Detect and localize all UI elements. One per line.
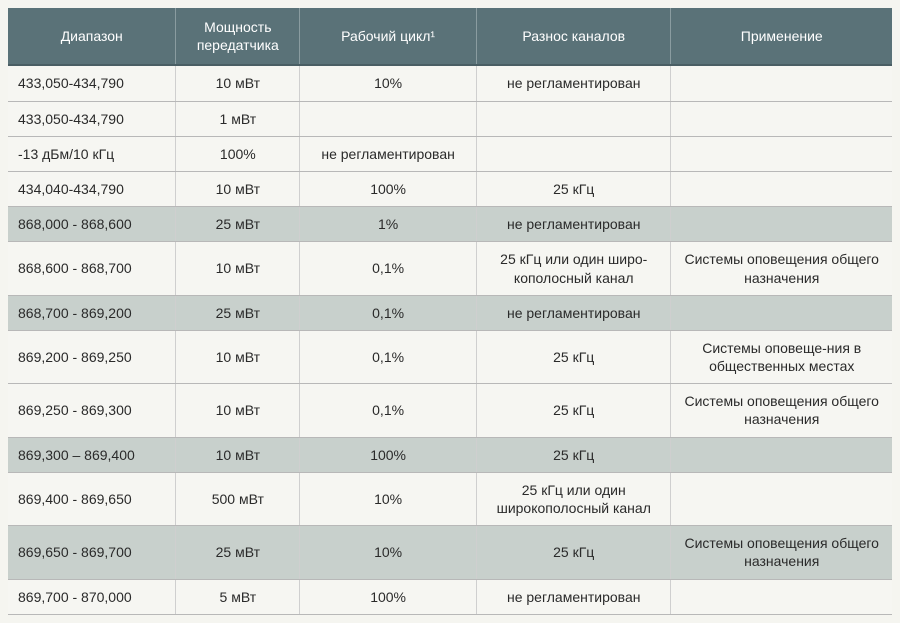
frequency-table: Диапазон Мощность передатчика Рабочий ци… (8, 8, 892, 615)
table-cell: -13 дБм/10 кГц (8, 136, 176, 171)
table-cell: 25 кГц (477, 330, 671, 383)
table-cell: Системы оповещения общего назначения (671, 384, 892, 437)
table-row: 869,400 - 869,650500 мВт10%25 кГц или од… (8, 472, 892, 525)
table-cell: 10 мВт (176, 65, 300, 101)
col-duty-cycle: Рабочий цикл¹ (300, 8, 477, 65)
table-cell: 433,050-434,790 (8, 101, 176, 136)
col-range: Диапазон (8, 8, 176, 65)
table-cell: 0,1% (300, 384, 477, 437)
table-cell: 0,1% (300, 330, 477, 383)
table-cell: Системы оповещения общего назначения (671, 526, 892, 579)
table-cell (477, 101, 671, 136)
table-row: 869,650 - 869,70025 мВт10%25 кГцСистемы … (8, 526, 892, 579)
table-cell: 434,040-434,790 (8, 171, 176, 206)
table-cell: 869,250 - 869,300 (8, 384, 176, 437)
table-cell: 1 мВт (176, 101, 300, 136)
table-cell: 100% (176, 136, 300, 171)
table-header: Диапазон Мощность передатчика Рабочий ци… (8, 8, 892, 65)
table-cell: 25 кГц (477, 526, 671, 579)
table-row: 869,700 - 870,0005 мВт100%не регламентир… (8, 579, 892, 614)
table-cell: 10% (300, 472, 477, 525)
table-cell: 869,200 - 869,250 (8, 330, 176, 383)
table-cell: 10% (300, 65, 477, 101)
table-row: 433,050-434,7901 мВт (8, 101, 892, 136)
table-cell: 100% (300, 171, 477, 206)
col-application: Применение (671, 8, 892, 65)
table-cell: 868,000 - 868,600 (8, 207, 176, 242)
table-cell: не регламентирован (477, 579, 671, 614)
table-cell (671, 207, 892, 242)
table-cell: 869,700 - 870,000 (8, 579, 176, 614)
table-cell: 25 кГц или один широ-кополосный канал (477, 242, 671, 295)
table-row: -13 дБм/10 кГц100%не регламентирован (8, 136, 892, 171)
col-power: Мощность передатчика (176, 8, 300, 65)
table-body: 433,050-434,79010 мВт10%не регламентиров… (8, 65, 892, 614)
table-row: 869,250 - 869,30010 мВт0,1%25 кГцСистемы… (8, 384, 892, 437)
table-cell: 869,650 - 869,700 (8, 526, 176, 579)
table-cell (671, 437, 892, 472)
table-cell: 25 мВт (176, 295, 300, 330)
table-cell: 5 мВт (176, 579, 300, 614)
table-row: 434,040-434,79010 мВт100%25 кГц (8, 171, 892, 206)
col-spacing: Разнос каналов (477, 8, 671, 65)
table-row: 433,050-434,79010 мВт10%не регламентиров… (8, 65, 892, 101)
table-row: 869,200 - 869,25010 мВт0,1%25 кГцСистемы… (8, 330, 892, 383)
table-cell (671, 472, 892, 525)
table-cell (477, 136, 671, 171)
table-cell: не регламентирован (477, 65, 671, 101)
table-cell: 10 мВт (176, 330, 300, 383)
table-cell: не регламентирован (477, 207, 671, 242)
table-cell (671, 295, 892, 330)
table-cell: 10% (300, 526, 477, 579)
table-cell (300, 101, 477, 136)
table-cell: 0,1% (300, 295, 477, 330)
table-cell: 1% (300, 207, 477, 242)
table-cell: 10 мВт (176, 242, 300, 295)
table-cell: 25 кГц или один широкополосный канал (477, 472, 671, 525)
table-cell: 0,1% (300, 242, 477, 295)
table-row: 869,300 – 869,40010 мВт100%25 кГц (8, 437, 892, 472)
table-cell: 868,700 - 869,200 (8, 295, 176, 330)
table-cell: 25 кГц (477, 171, 671, 206)
table-cell: 25 мВт (176, 526, 300, 579)
table-cell (671, 579, 892, 614)
table-row: 868,000 - 868,60025 мВт1%не регламентиро… (8, 207, 892, 242)
table-cell: 868,600 - 868,700 (8, 242, 176, 295)
table-cell: 869,300 – 869,400 (8, 437, 176, 472)
table-cell: 10 мВт (176, 437, 300, 472)
table-cell: 10 мВт (176, 171, 300, 206)
table-cell (671, 101, 892, 136)
table-cell: Системы оповещения общего назначения (671, 242, 892, 295)
table-cell: 10 мВт (176, 384, 300, 437)
table-cell: Системы оповеще-ния в общественных места… (671, 330, 892, 383)
table-cell: не регламентирован (477, 295, 671, 330)
table-cell: 25 кГц (477, 384, 671, 437)
table-row: 868,700 - 869,20025 мВт0,1%не регламенти… (8, 295, 892, 330)
table-cell: 25 кГц (477, 437, 671, 472)
table-cell: 500 мВт (176, 472, 300, 525)
table-cell (671, 65, 892, 101)
table-cell: 100% (300, 437, 477, 472)
table-cell: 433,050-434,790 (8, 65, 176, 101)
table-cell: не регламентирован (300, 136, 477, 171)
table-cell (671, 171, 892, 206)
table-cell: 100% (300, 579, 477, 614)
table-cell: 25 мВт (176, 207, 300, 242)
table-cell: 869,400 - 869,650 (8, 472, 176, 525)
table-cell (671, 136, 892, 171)
table-row: 868,600 - 868,70010 мВт0,1%25 кГц или од… (8, 242, 892, 295)
